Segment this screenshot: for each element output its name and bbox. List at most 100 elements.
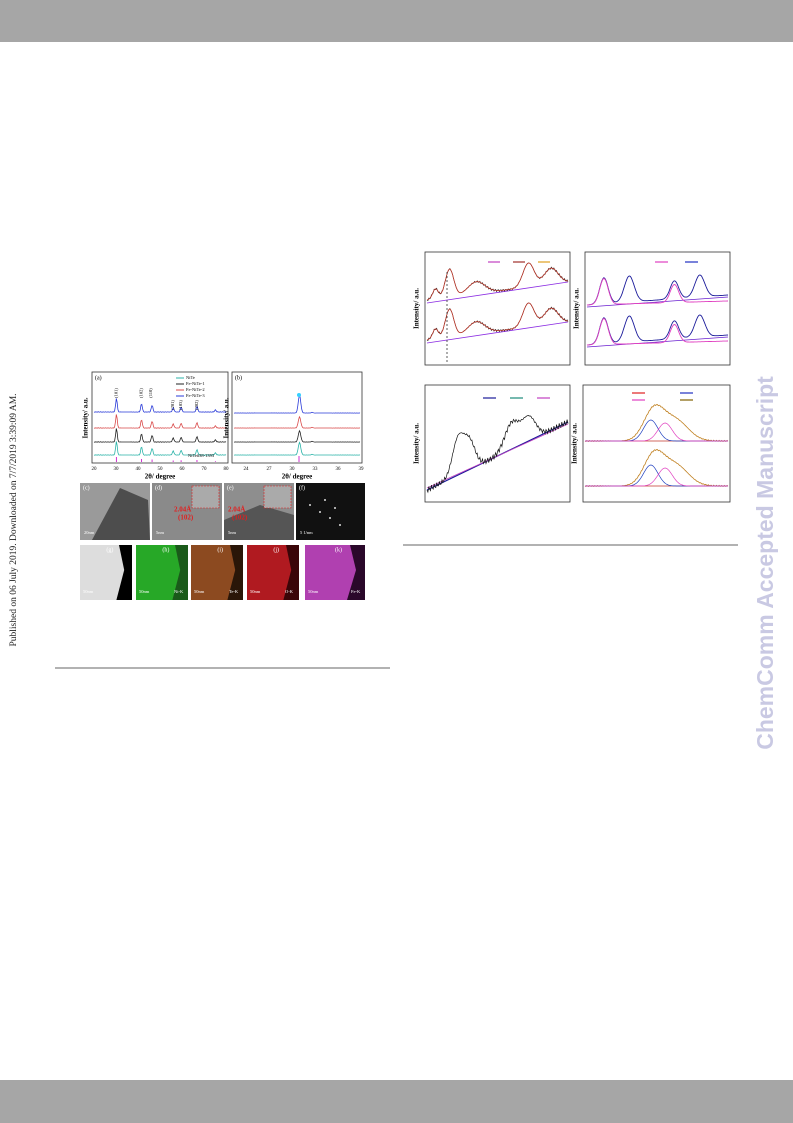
x-axis-label: 2θ/ degree xyxy=(145,473,176,481)
trace xyxy=(426,302,569,341)
trace xyxy=(93,414,227,429)
peak-label: (110) xyxy=(148,388,153,398)
trace xyxy=(426,302,569,342)
peak-label: (101) xyxy=(113,388,118,398)
y-axis-label: Intensity/ a.u. xyxy=(223,397,231,438)
scale-label: 5nm xyxy=(156,530,165,535)
panel-label: (f) xyxy=(299,484,305,491)
panel-label: (j) xyxy=(273,546,279,553)
baseline xyxy=(586,296,729,308)
trace xyxy=(426,262,569,301)
reference-label: NiTe#38-1393 xyxy=(188,453,215,458)
trace xyxy=(585,464,728,487)
inset xyxy=(191,485,220,509)
trace xyxy=(93,441,227,456)
trace xyxy=(587,277,728,306)
baseline xyxy=(426,281,569,304)
map-region xyxy=(136,545,181,600)
plot-frame xyxy=(231,371,363,464)
map-region xyxy=(305,545,356,600)
trace xyxy=(233,415,361,429)
panel-label: (b) xyxy=(235,374,242,381)
trace xyxy=(585,419,728,442)
trace xyxy=(426,262,569,302)
x-tick-label: 50 xyxy=(158,467,164,472)
x-tick-label: 24 xyxy=(244,467,250,472)
baseline xyxy=(426,423,569,489)
peak-label: (201) xyxy=(170,400,175,410)
scale-label: 50nm xyxy=(83,589,94,594)
diffraction-spot xyxy=(334,507,336,509)
panel-label: (i) xyxy=(217,546,223,553)
trace xyxy=(93,398,227,413)
scale-label: 20nm xyxy=(84,530,95,535)
lattice-spacing: 2.04Å xyxy=(228,506,245,514)
legend-label: Fe-NiTe-3 xyxy=(186,393,205,398)
diffraction-spot xyxy=(329,517,331,519)
plot-frame xyxy=(582,384,731,503)
diffraction-spot xyxy=(319,511,321,513)
map-region xyxy=(191,545,236,600)
trace xyxy=(585,422,728,442)
element-label: Fe-K xyxy=(351,589,361,594)
element-label: Te-K xyxy=(229,589,239,594)
footer-bar xyxy=(0,1080,793,1123)
y-axis-label: Intensity/ a.u. xyxy=(573,288,581,329)
diffraction-spot xyxy=(309,504,311,506)
particle xyxy=(224,505,294,540)
x-tick-label: 40 xyxy=(136,467,142,472)
y-axis-label: Intensity/ a.u. xyxy=(413,423,421,464)
peak-label: (103) xyxy=(178,400,183,410)
scale-label: 50nm xyxy=(250,589,261,594)
x-tick-label: 33 xyxy=(313,467,319,472)
x-axis-label: 2θ/ degree xyxy=(282,473,313,481)
trace xyxy=(233,429,361,443)
panel-label: (e) xyxy=(227,484,234,491)
lattice-spacing: 2.04Å xyxy=(174,506,191,514)
legend-label: Fe-NiTe-1 xyxy=(186,381,205,386)
panel-label: (g) xyxy=(106,546,113,553)
map-region xyxy=(80,545,125,600)
element-label: O-K xyxy=(285,589,294,594)
plot-frame xyxy=(584,251,731,366)
inset xyxy=(263,485,292,509)
x-tick-label: 27 xyxy=(267,467,273,472)
scale-label: 50nm xyxy=(308,589,319,594)
trace xyxy=(93,428,227,443)
x-tick-label: 39 xyxy=(359,467,365,472)
side-note: Published on 06 July 2019. Downloaded on… xyxy=(9,393,19,646)
scale-label: 50nm xyxy=(139,589,150,594)
trace xyxy=(584,404,729,443)
y-axis-label: Intensity/ a.u. xyxy=(571,423,579,464)
peak-label: (102) xyxy=(139,388,144,398)
scale-label: 50nm xyxy=(194,589,205,594)
panel-label: (d) xyxy=(155,484,162,491)
x-tick-label: 70 xyxy=(202,467,208,472)
watermark: ChemComm Accepted Manuscript xyxy=(752,376,778,750)
x-tick-label: 60 xyxy=(180,467,186,472)
peak-marker xyxy=(297,393,301,397)
panel-label: (k) xyxy=(335,546,342,553)
x-tick-label: 36 xyxy=(336,467,342,472)
legend-label: NiTe xyxy=(186,375,195,380)
map-region xyxy=(247,545,292,600)
trace xyxy=(426,415,569,494)
trace xyxy=(233,441,361,456)
panel-label: (a) xyxy=(95,374,102,381)
panel-label: (h) xyxy=(162,546,169,553)
lattice-plane: (102) xyxy=(232,514,248,522)
header-bar xyxy=(0,0,793,42)
x-tick-label: 80 xyxy=(224,467,230,472)
peak-label: (202) xyxy=(194,400,199,410)
y-axis-label: Intensity/ a.u. xyxy=(82,397,90,438)
tem-image xyxy=(296,483,365,540)
panel-label: (c) xyxy=(83,484,90,491)
scale-label: 5nm xyxy=(228,530,237,535)
plot-frame xyxy=(424,384,571,503)
trace xyxy=(585,467,728,487)
trace xyxy=(587,317,728,346)
scale-label: 5 1/nm xyxy=(300,530,313,535)
particle xyxy=(92,488,150,540)
